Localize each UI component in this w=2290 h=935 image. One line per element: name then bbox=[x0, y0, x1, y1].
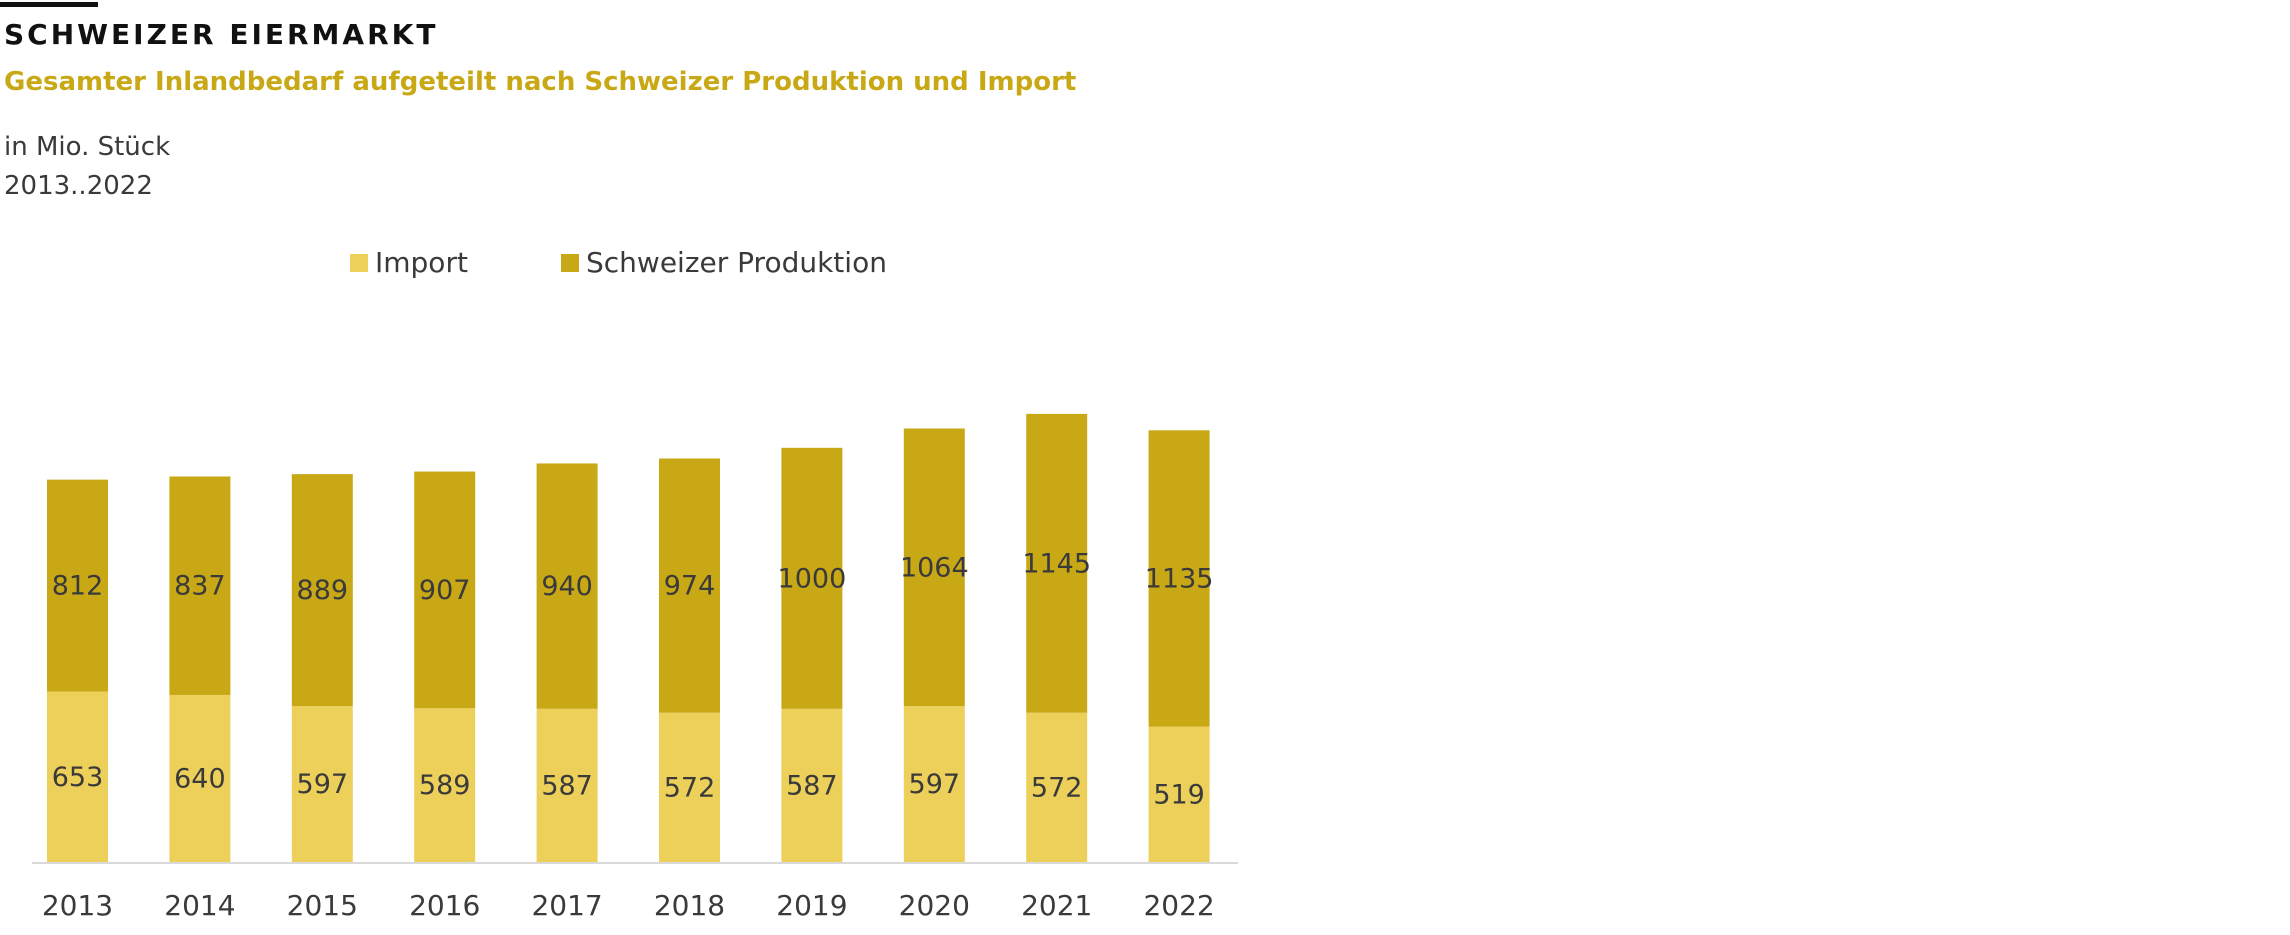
legend-swatch-production bbox=[561, 253, 579, 272]
data-label-production-2022: 1135 bbox=[1145, 563, 1214, 594]
unit-label: in Mio. Stück bbox=[4, 132, 171, 162]
data-label-production-2021: 1145 bbox=[1022, 548, 1091, 579]
data-label-import-2022: 519 bbox=[1153, 779, 1205, 810]
bar-import-2017 bbox=[536, 708, 598, 862]
data-label-production-2013: 812 bbox=[52, 571, 104, 602]
bar-production-2013 bbox=[47, 479, 108, 692]
data-label-production-2020: 1064 bbox=[900, 552, 969, 583]
bar-production-2015 bbox=[291, 474, 353, 707]
title-rule bbox=[0, 2, 98, 7]
x-tick-label-2015: 2015 bbox=[287, 889, 358, 922]
chart-title: SCHWEIZER EIERMARKT bbox=[4, 18, 439, 51]
data-label-production-2018: 974 bbox=[664, 571, 716, 602]
period-label: 2013..2022 bbox=[4, 171, 153, 201]
bar-import-2014 bbox=[169, 694, 231, 862]
chart-subtitle: Gesamter Inlandbedarf aufgeteilt nach Sc… bbox=[4, 67, 1077, 97]
data-label-import-2016: 589 bbox=[419, 770, 471, 801]
data-label-import-2017: 587 bbox=[541, 770, 593, 801]
bar-import-2013 bbox=[47, 691, 108, 862]
data-label-production-2016: 907 bbox=[419, 575, 471, 606]
data-label-import-2021: 572 bbox=[1031, 772, 1083, 803]
x-tick-label-2014: 2014 bbox=[164, 889, 235, 922]
bar-production-2017 bbox=[536, 463, 598, 709]
bar-import-2019 bbox=[781, 708, 843, 862]
x-tick-label-2019: 2019 bbox=[776, 889, 847, 922]
legend-item-import: Import bbox=[350, 246, 468, 279]
x-tick-label-2018: 2018 bbox=[654, 889, 725, 922]
data-label-import-2018: 572 bbox=[664, 772, 716, 803]
bar-production-2014 bbox=[169, 476, 231, 695]
data-label-production-2017: 940 bbox=[541, 571, 593, 602]
bar-production-2021 bbox=[1026, 413, 1088, 713]
bar-production-2019 bbox=[781, 447, 843, 709]
x-tick-label-2017: 2017 bbox=[531, 889, 602, 922]
x-tick-label-2013: 2013 bbox=[42, 889, 113, 922]
bar-production-2020 bbox=[903, 428, 965, 707]
x-tick-label-2016: 2016 bbox=[409, 889, 480, 922]
data-label-import-2013: 653 bbox=[52, 762, 104, 793]
x-tick-label-2022: 2022 bbox=[1143, 889, 1214, 922]
data-label-production-2014: 837 bbox=[174, 571, 226, 602]
legend-swatch-import bbox=[350, 253, 368, 272]
bar-import-2016 bbox=[414, 708, 476, 862]
bar-production-2016 bbox=[414, 471, 476, 709]
bar-production-2022 bbox=[1148, 430, 1210, 727]
bar-import-2018 bbox=[659, 712, 720, 862]
data-label-import-2014: 640 bbox=[174, 763, 226, 794]
data-label-import-2019: 587 bbox=[786, 770, 838, 801]
data-label-import-2015: 597 bbox=[297, 769, 349, 800]
bar-import-2022 bbox=[1148, 726, 1210, 862]
data-label-production-2019: 1000 bbox=[778, 563, 847, 594]
x-tick-label-2021: 2021 bbox=[1021, 889, 1092, 922]
data-label-import-2020: 597 bbox=[909, 769, 961, 800]
data-label-production-2015: 889 bbox=[297, 575, 349, 606]
legend-label-import: Import bbox=[375, 246, 468, 279]
bar-production-2018 bbox=[659, 458, 720, 713]
legend-label-production: Schweizer Produktion bbox=[586, 246, 887, 279]
legend-item-production: Schweizer Produktion bbox=[561, 246, 887, 279]
x-tick-label-2020: 2020 bbox=[899, 889, 970, 922]
bar-import-2021 bbox=[1026, 712, 1088, 862]
bar-import-2015 bbox=[291, 706, 353, 862]
bar-import-2020 bbox=[903, 706, 965, 862]
